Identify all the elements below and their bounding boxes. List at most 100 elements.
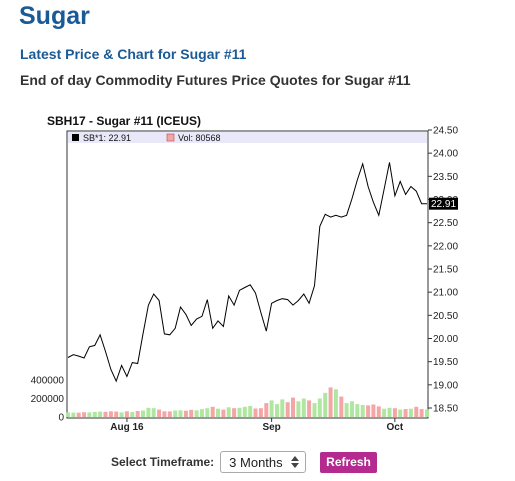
- volume-bar: [269, 400, 274, 417]
- volume-bar: [162, 411, 167, 417]
- x-tick-label: Aug 16: [110, 422, 144, 433]
- price-tick-label: 21.00: [433, 288, 458, 299]
- volume-bar: [221, 409, 226, 417]
- legend-bar: [68, 132, 427, 143]
- volume-bar: [76, 412, 81, 417]
- price-legend-swatch: [72, 134, 79, 141]
- volume-bar: [189, 409, 194, 417]
- volume-bar: [130, 411, 135, 417]
- volume-bar: [285, 402, 290, 417]
- x-axis: Aug 16 Sep Oct: [110, 418, 404, 433]
- section-description: End of day Commodity Futures Price Quote…: [20, 72, 411, 88]
- volume-bar: [124, 411, 129, 417]
- select-updown-icon: [291, 456, 300, 468]
- volume-bar: [355, 404, 360, 417]
- price-legend-label: SB*1: 22.91: [83, 133, 131, 143]
- volume-bar: [87, 412, 92, 417]
- volume-bar: [350, 401, 354, 417]
- volume-bar: [248, 405, 253, 417]
- price-tick-label: 19.50: [433, 357, 458, 368]
- volume-bar: [103, 411, 108, 417]
- timeframe-select[interactable]: 3 Months: [220, 451, 307, 473]
- volume-bar: [387, 407, 392, 418]
- plot-area: [66, 130, 429, 419]
- price-tick-label: 21.50: [433, 265, 458, 276]
- x-tick-label: Sep: [262, 422, 280, 433]
- price-tick-label: 23.50: [433, 172, 458, 183]
- volume-tick-label: 400000: [31, 376, 65, 387]
- volume-bar: [296, 401, 301, 417]
- volume-bar: [194, 410, 199, 417]
- volume-bar: [291, 397, 295, 417]
- volume-bar: [216, 408, 220, 417]
- volume-bars: [66, 387, 429, 418]
- page-title: Sugar: [19, 2, 90, 30]
- volume-bar: [108, 411, 113, 417]
- volume-legend-swatch: [166, 133, 175, 142]
- volume-bar: [146, 407, 151, 418]
- volume-bar: [173, 410, 178, 417]
- price-tick-label: 20.50: [433, 311, 458, 322]
- volume-bar: [210, 406, 215, 417]
- volume-bar: [275, 404, 279, 417]
- refresh-button[interactable]: Refresh: [320, 451, 377, 473]
- volume-bar: [200, 409, 204, 417]
- volume-bar: [392, 408, 397, 417]
- volume-bar: [82, 412, 87, 417]
- volume-bar: [360, 405, 365, 417]
- volume-bar: [226, 407, 231, 417]
- volume-bar: [382, 408, 387, 417]
- volume-bar: [232, 408, 237, 417]
- volume-bar: [419, 409, 424, 417]
- volume-legend-label: Vol: 80568: [178, 133, 221, 143]
- volume-bar: [403, 409, 408, 417]
- chart-section-link[interactable]: Latest Price & Chart for Sugar #11: [20, 46, 247, 62]
- volume-bar: [376, 406, 381, 417]
- volume-bar: [307, 400, 312, 417]
- last-value-marker: 22.91: [429, 197, 458, 210]
- volume-bar: [323, 392, 328, 417]
- chart-title: SBH17 - Sugar #11 (ICEUS): [47, 114, 201, 128]
- price-tick-label: 18.50: [433, 404, 458, 415]
- price-tick-label: 22.00: [433, 241, 458, 252]
- volume-bar: [398, 409, 403, 417]
- volume-axis: 400000 200000 0: [31, 376, 65, 424]
- volume-bar: [339, 396, 344, 417]
- volume-bar: [66, 412, 70, 417]
- volume-bar: [71, 412, 76, 417]
- volume-bar: [242, 406, 247, 417]
- volume-bar: [141, 410, 145, 417]
- price-tick-label: 19.00: [433, 380, 458, 391]
- volume-bar: [328, 387, 333, 417]
- volume-bar: [98, 411, 103, 417]
- volume-bar: [425, 409, 429, 417]
- volume-bar: [114, 411, 119, 417]
- volume-bar: [312, 403, 317, 417]
- volume-bar: [205, 408, 210, 417]
- price-chart: SBH17 - Sugar #11 (ICEUS) SB*1: 22.91 Vo…: [31, 114, 459, 433]
- volume-bar: [317, 398, 322, 417]
- volume-bar: [183, 410, 188, 417]
- volume-bar: [280, 399, 285, 417]
- volume-tick-label: 200000: [31, 394, 65, 405]
- volume-bar: [157, 409, 162, 417]
- volume-bar: [178, 410, 183, 417]
- volume-bar: [135, 411, 140, 417]
- volume-bar: [258, 408, 263, 417]
- price-tick-label: 20.00: [433, 334, 458, 345]
- price-tick-label: 22.50: [433, 218, 458, 229]
- timeframe-value: 3 Months: [229, 454, 283, 470]
- volume-bar: [371, 404, 376, 417]
- price-axis: 24.5024.0023.5023.0022.5022.0021.5021.00…: [428, 126, 458, 415]
- timeframe-label: Select Timeframe:: [111, 455, 215, 469]
- volume-bar: [237, 407, 242, 418]
- volume-bar: [167, 411, 172, 417]
- volume-bar: [253, 408, 258, 417]
- price-line: [67, 161, 427, 383]
- volume-bar: [344, 403, 349, 417]
- last-value-label: 22.91: [431, 199, 456, 210]
- volume-bar: [119, 412, 124, 417]
- volume-bar: [151, 408, 156, 417]
- volume-tick-label: 0: [58, 413, 64, 424]
- price-tick-label: 24.00: [433, 149, 458, 160]
